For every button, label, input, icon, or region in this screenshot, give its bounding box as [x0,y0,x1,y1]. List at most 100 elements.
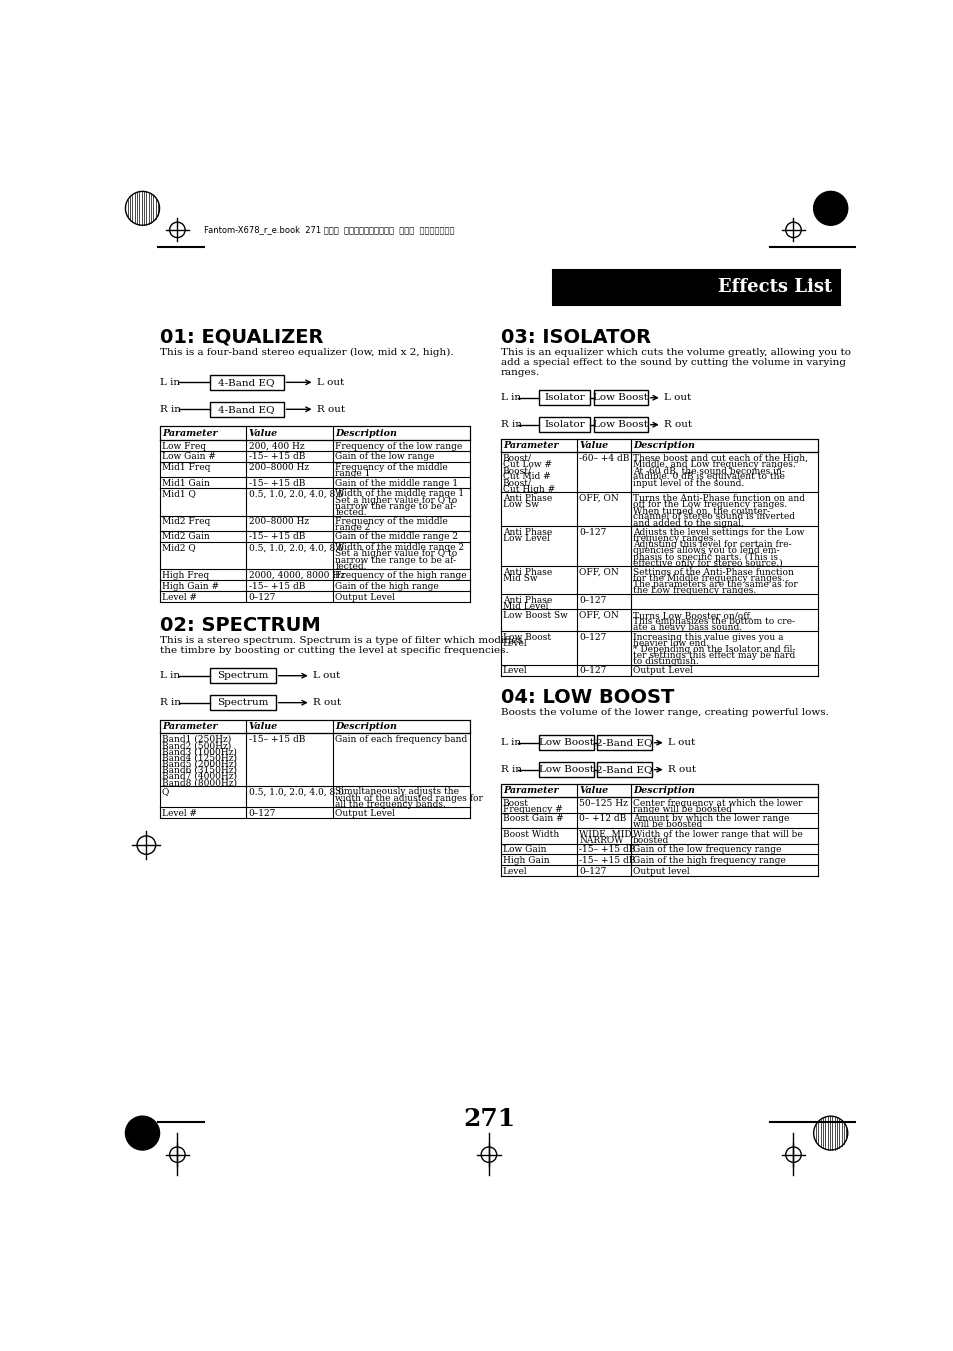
Text: L out: L out [313,671,340,680]
Text: 0–127: 0–127 [249,593,275,601]
Text: Value: Value [249,428,277,438]
Text: Mid2 Q: Mid2 Q [162,543,195,553]
Circle shape [813,192,847,226]
Text: Low Freq: Low Freq [162,442,206,451]
FancyBboxPatch shape [553,270,840,304]
Text: R in: R in [500,420,521,430]
Text: Boost Width: Boost Width [502,830,558,839]
Text: -15– +15 dB: -15– +15 dB [249,453,305,462]
Text: When turned on, the counter-: When turned on, the counter- [633,507,769,515]
Text: Band3 (1000Hz): Band3 (1000Hz) [162,747,236,757]
Text: Q: Q [162,788,169,796]
Text: Band6 (3150Hz): Band6 (3150Hz) [162,766,236,775]
Text: Effects List: Effects List [718,278,831,296]
Text: narrow the range to be af-: narrow the range to be af- [335,555,456,565]
Text: fected.: fected. [335,562,367,570]
Text: Boost Gain #: Boost Gain # [502,815,563,823]
FancyBboxPatch shape [593,417,647,432]
Text: Cut Mid #: Cut Mid # [502,473,550,481]
Text: heavier low end.: heavier low end. [633,639,708,647]
Text: Spectrum: Spectrum [217,698,268,707]
Text: OFF, ON: OFF, ON [578,611,618,620]
Text: Width of the middle range 2: Width of the middle range 2 [335,543,464,553]
Text: Band7 (4000Hz): Band7 (4000Hz) [162,771,236,781]
Text: L in: L in [159,671,179,680]
Text: Isolator: Isolator [543,393,584,403]
Text: range 2: range 2 [335,523,371,532]
Text: R in: R in [500,765,521,774]
FancyBboxPatch shape [210,667,275,684]
Text: audible. 0 dB is equivalent to the: audible. 0 dB is equivalent to the [633,473,784,481]
Text: Fantom-X678_r_e.book  271 ページ  ２００５年５月１２日  木曜日  午後４時４０分: Fantom-X678_r_e.book 271 ページ ２００５年５月１２日 … [204,226,455,234]
Text: Band1 (250Hz): Band1 (250Hz) [162,735,231,744]
Text: range 1: range 1 [335,469,371,478]
Text: Parameter: Parameter [502,786,558,794]
FancyBboxPatch shape [538,735,593,750]
Text: Width of the middle range 1: Width of the middle range 1 [335,489,464,499]
Text: 200–8000 Hz: 200–8000 Hz [249,463,309,473]
Text: R out: R out [663,420,692,430]
Circle shape [125,1116,159,1150]
Text: Output Level: Output Level [335,593,395,601]
Text: R out: R out [316,405,345,413]
Text: 0.5, 1.0, 2.0, 4.0, 8.0: 0.5, 1.0, 2.0, 4.0, 8.0 [249,543,343,553]
FancyBboxPatch shape [500,439,818,453]
Text: channel of stereo sound is inverted: channel of stereo sound is inverted [633,512,794,521]
Text: narrow the range to be af-: narrow the range to be af- [335,501,456,511]
Text: -15– +15 dB: -15– +15 dB [578,857,635,865]
Text: NARROW: NARROW [578,836,623,844]
Text: phasis to specific parts. (This is: phasis to specific parts. (This is [633,553,778,562]
Text: 200, 400 Hz: 200, 400 Hz [249,442,304,451]
Text: Parameter: Parameter [502,440,558,450]
Text: Mid1 Gain: Mid1 Gain [162,478,210,488]
FancyBboxPatch shape [597,762,651,777]
Text: Output Level: Output Level [633,666,692,676]
Text: Band2 (500Hz): Band2 (500Hz) [162,742,231,750]
FancyBboxPatch shape [210,374,283,390]
Text: Mid Sw: Mid Sw [502,574,537,584]
Text: R out: R out [667,765,696,774]
Text: Frequency of the middle: Frequency of the middle [335,517,448,526]
Text: Low Sw: Low Sw [502,500,538,509]
Text: 02: SPECTRUM: 02: SPECTRUM [159,616,320,635]
Text: 0.5, 1.0, 2.0, 4.0, 8.0: 0.5, 1.0, 2.0, 4.0, 8.0 [249,489,343,499]
Text: Band8 (8000Hz): Band8 (8000Hz) [162,778,236,788]
Text: Value: Value [578,786,608,794]
Text: High Freq: High Freq [162,571,209,580]
Text: Frequency #: Frequency # [502,805,562,815]
Text: Boost: Boost [502,798,528,808]
Text: Isolator: Isolator [543,420,584,430]
Text: Amount by which the lower range: Amount by which the lower range [633,815,789,823]
Text: 0–127: 0–127 [578,528,606,536]
Text: Description: Description [335,721,397,731]
Text: 4-Band EQ: 4-Band EQ [218,378,274,386]
Text: effective only for stereo source.): effective only for stereo source.) [633,559,782,567]
Text: Low Boost: Low Boost [538,765,594,774]
Text: * Depending on the Isolator and fil-: * Depending on the Isolator and fil- [633,644,795,654]
Text: Boosts the volume of the lower range, creating powerful lows.: Boosts the volume of the lower range, cr… [500,708,827,717]
Text: 2-Band EQ: 2-Band EQ [596,738,652,747]
Text: and added to the signal.: and added to the signal. [633,519,743,528]
Text: Low Gain #: Low Gain # [162,453,215,462]
Text: -60– +4 dB: -60– +4 dB [578,454,629,463]
Text: R out: R out [313,698,341,707]
Text: 0–127: 0–127 [578,666,606,676]
Text: Low Boost: Low Boost [538,738,594,747]
Text: Cut Low #: Cut Low # [502,461,551,469]
Text: High Gain #: High Gain # [162,582,218,590]
Text: fected.: fected. [335,508,367,517]
Text: Band4 (1250Hz): Band4 (1250Hz) [162,754,236,762]
Text: Middle, and Low frequency ranges.: Middle, and Low frequency ranges. [633,461,795,469]
Text: Boost/: Boost/ [502,478,532,488]
Text: R in: R in [159,698,180,707]
Text: Increasing this value gives you a: Increasing this value gives you a [633,632,782,642]
Text: Low Boost: Low Boost [593,420,647,430]
FancyBboxPatch shape [159,720,469,734]
Text: Simultaneously adjusts the: Simultaneously adjusts the [335,788,459,796]
Text: 0–127: 0–127 [578,867,606,875]
Text: -15– +15 dB: -15– +15 dB [249,735,305,744]
Text: Mid Level: Mid Level [502,601,548,611]
Text: Gain of the middle range 1: Gain of the middle range 1 [335,478,458,488]
Text: Cut High #: Cut High # [502,485,555,493]
Text: Adjusts the level settings for the Low: Adjusts the level settings for the Low [633,528,803,536]
